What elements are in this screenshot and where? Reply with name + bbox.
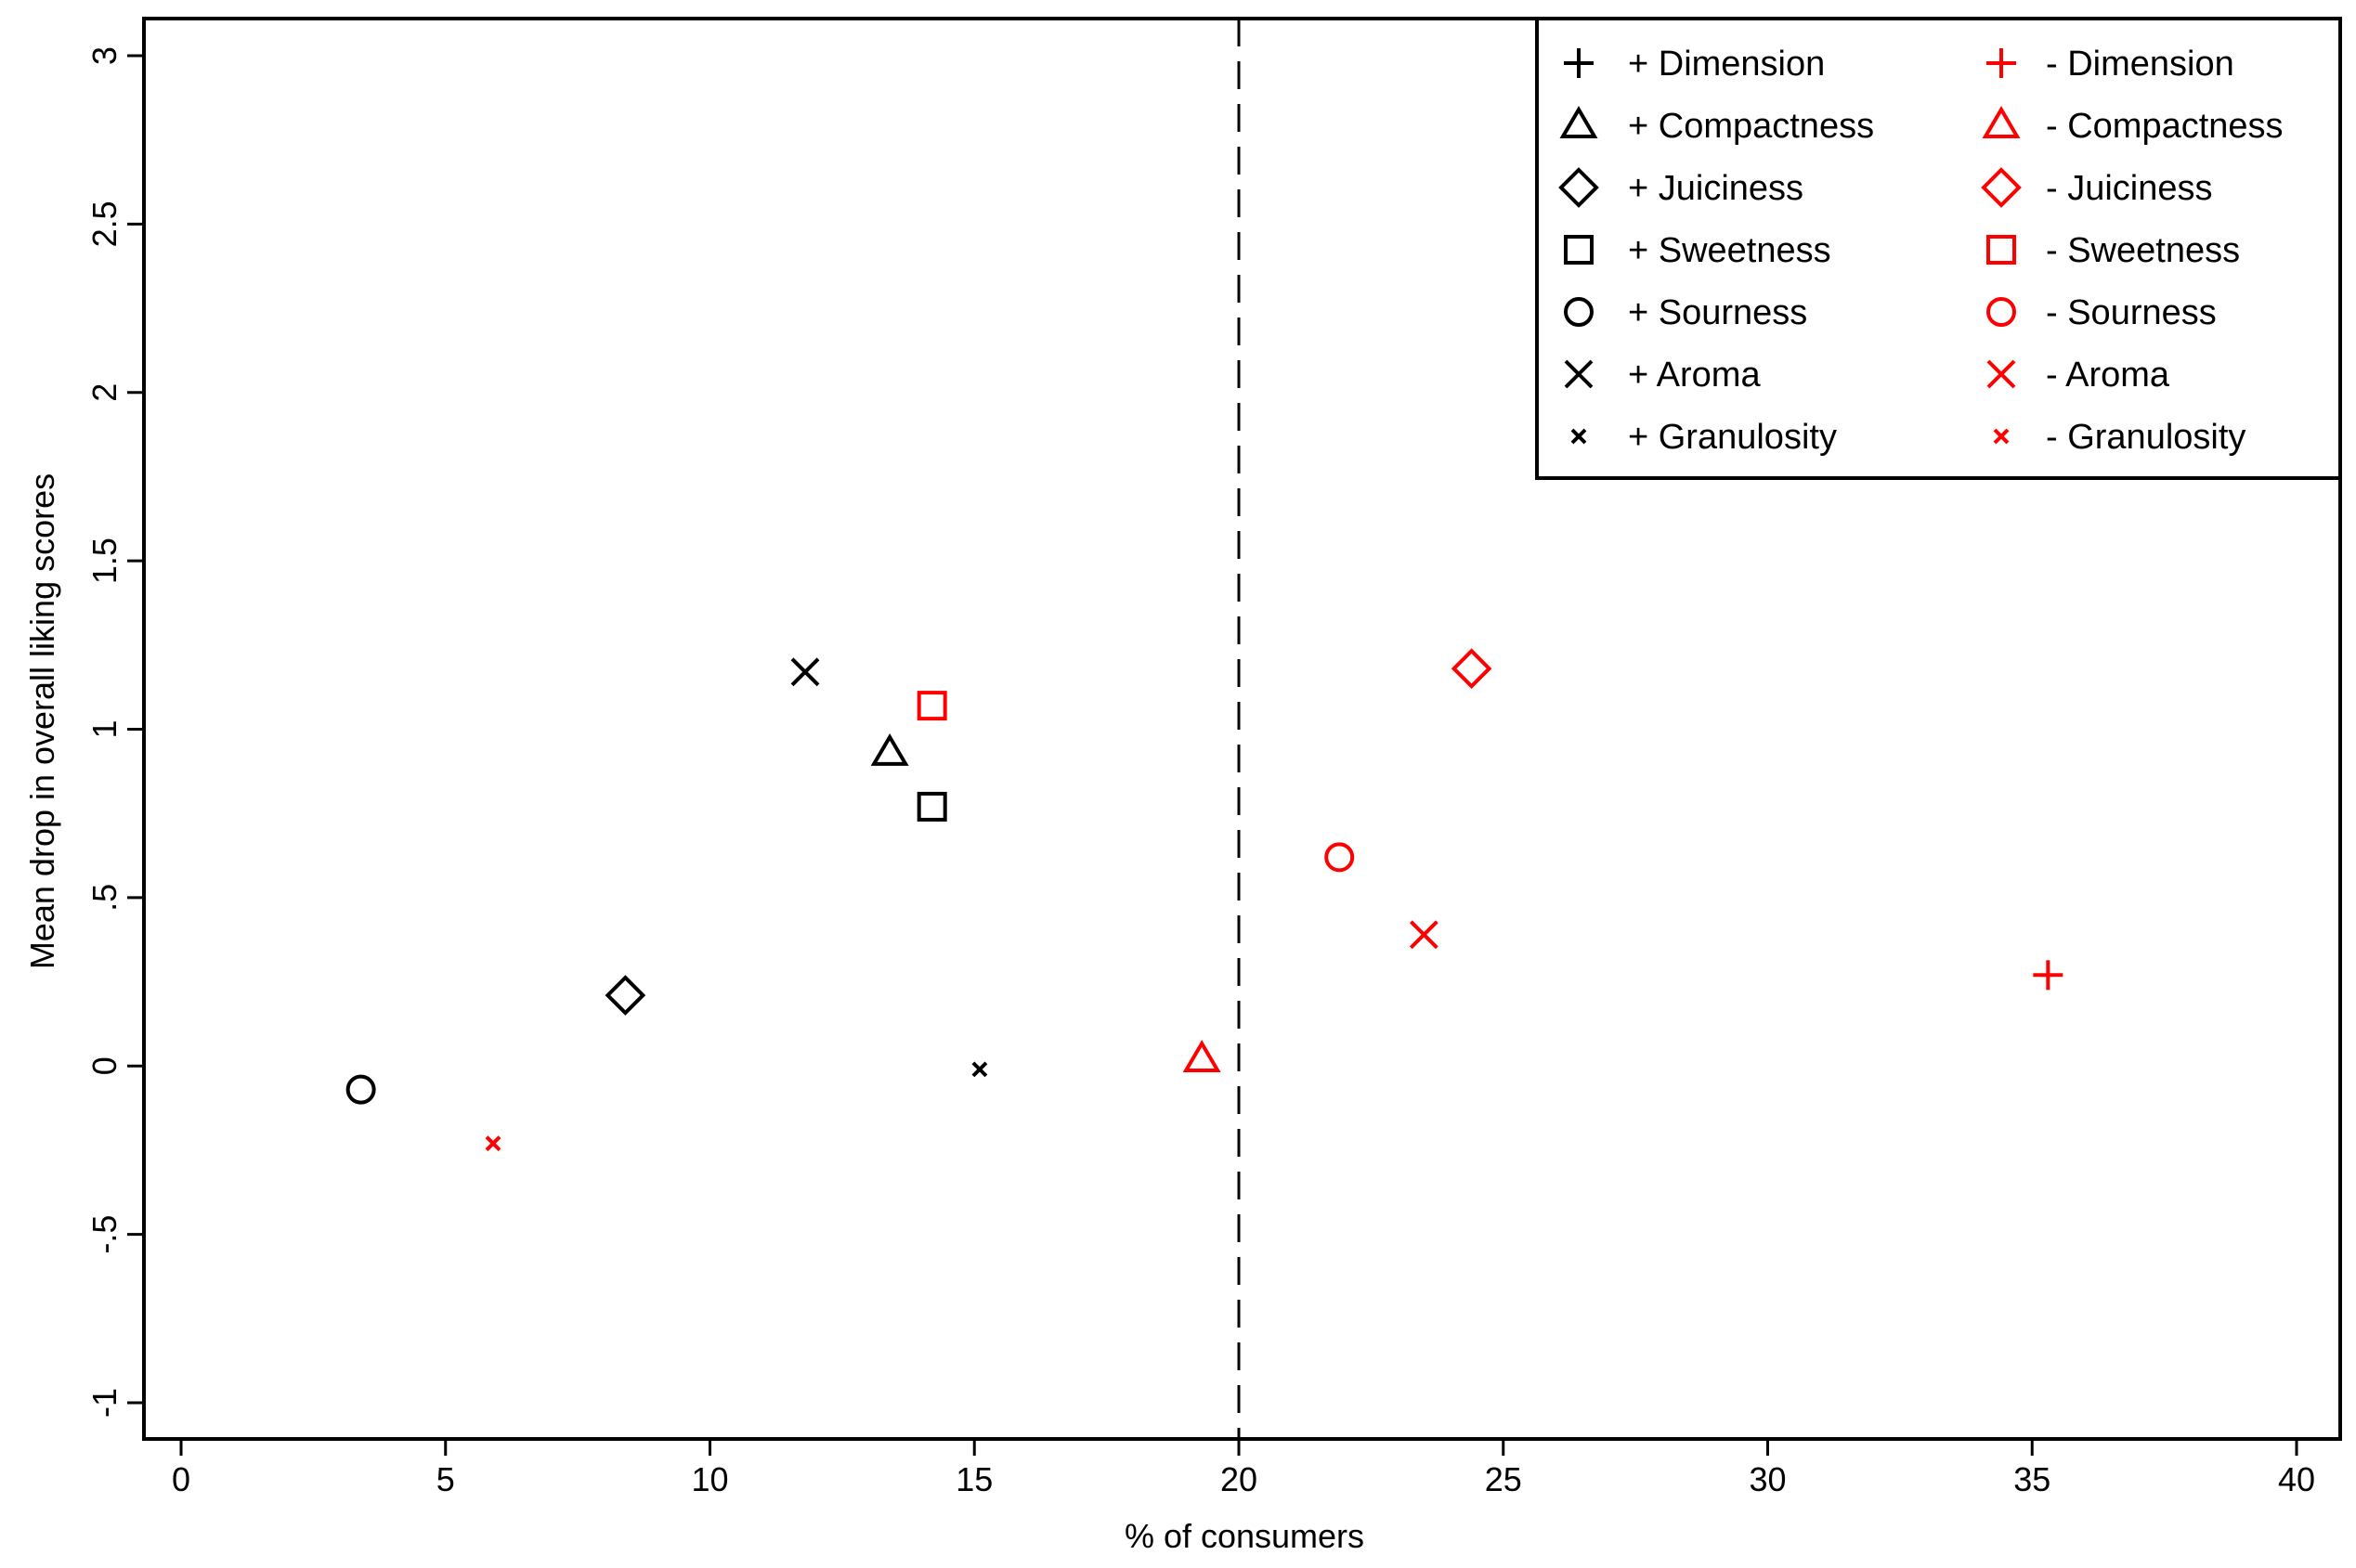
- y-tick-label: 1.5: [85, 538, 124, 584]
- x-stroke-b: [1986, 359, 2016, 389]
- legend: + Dimension + Compactness + Juiciness + Swe…: [1535, 17, 2342, 480]
- legend-marker-minus-sourness: [1986, 297, 2016, 327]
- x-tick-label: 30: [1749, 1460, 1786, 1498]
- point-plus-sourness: [345, 1074, 376, 1105]
- legend-label-minus-sourness: - Sourness: [2046, 293, 2217, 332]
- x-stroke-b: [485, 1135, 501, 1152]
- point-plus-juiciness: [605, 975, 646, 1016]
- point-minus-juiciness: [1451, 648, 1492, 690]
- legend-marker-plus-dimension: [1564, 48, 1594, 78]
- legend-marker-plus-granulosity: [1570, 428, 1587, 445]
- legend-label-plus-dimension: + Dimension: [1628, 45, 1825, 84]
- legend-marker-plus-compactness: [1559, 106, 1598, 138]
- legend-marker-minus-compactness: [1982, 106, 2021, 138]
- point-minus-sourness: [1324, 842, 1355, 873]
- x-stroke-b: [1409, 920, 1438, 950]
- legend-label-plus-compactness: + Compactness: [1628, 107, 1874, 146]
- legend-label-plus-sweetness: + Sweetness: [1628, 231, 1831, 270]
- x-tick-label: 35: [2013, 1460, 2050, 1498]
- legend-marker-plus-juiciness: [1558, 167, 1599, 208]
- axes: 0 5 10 15 20 25 30 35 40 -1 -.5 0 .5 1 1.5 2 2.5 3: [85, 17, 2342, 1498]
- point-plus-granulosity: [971, 1061, 988, 1078]
- x-tick-label: 20: [1220, 1460, 1257, 1498]
- point-minus-compactness: [1182, 1040, 1221, 1072]
- x-stroke-b: [971, 1061, 988, 1078]
- x-tick-label: 10: [691, 1460, 728, 1498]
- x-tick-label: 0: [172, 1460, 190, 1498]
- y-tick-label: 2.5: [85, 201, 124, 247]
- point-plus-sweetness: [917, 791, 947, 822]
- legend-label-plus-sourness: + Sourness: [1628, 293, 1807, 332]
- y-tick-label: -.5: [85, 1215, 124, 1254]
- legend-marker-plus-sourness: [1564, 297, 1594, 327]
- x-stroke-b: [790, 657, 820, 687]
- y-axis-title: Mean drop in overall liking scores: [23, 473, 61, 969]
- legend-label-minus-aroma: - Aroma: [2046, 356, 2170, 395]
- legend-label-minus-dimension: - Dimension: [2046, 45, 2234, 84]
- legend-label-plus-granulosity: + Granulosity: [1628, 418, 1837, 457]
- y-tick-label: .5: [85, 884, 124, 912]
- y-tick-label: 2: [85, 383, 124, 402]
- x-stroke-b: [1993, 428, 2010, 445]
- legend-marker-minus-granulosity: [1993, 428, 2010, 445]
- point-plus-aroma: [790, 657, 820, 687]
- data-points: [345, 648, 2063, 1152]
- y-tick-label: -1: [85, 1388, 124, 1418]
- x-axis-title: % of consumers: [1125, 1517, 1364, 1555]
- x-tick-label: 40: [2278, 1460, 2315, 1498]
- point-plus-compactness: [870, 732, 909, 766]
- legend-box: [1535, 17, 2342, 480]
- x-stroke-b: [1564, 359, 1594, 389]
- x-tick-label: 5: [436, 1460, 455, 1498]
- legend-marker-plus-aroma: [1564, 359, 1594, 389]
- x-tick-label: 15: [956, 1460, 993, 1498]
- legend-marker-minus-dimension: [1986, 48, 2016, 78]
- y-tick-label: 1: [85, 719, 124, 738]
- legend-label-minus-sweetness: - Sweetness: [2046, 231, 2240, 270]
- y-tick-label: 3: [85, 46, 124, 65]
- legend-marker-minus-aroma: [1986, 359, 2016, 389]
- point-minus-granulosity: [485, 1135, 501, 1152]
- legend-label-minus-granulosity: - Granulosity: [2046, 418, 2245, 457]
- legend-marker-minus-sweetness: [1986, 235, 2016, 265]
- point-minus-sweetness: [917, 691, 947, 721]
- legend-marker-plus-sweetness: [1564, 235, 1594, 265]
- legend-label-minus-juiciness: - Juiciness: [2046, 169, 2213, 208]
- point-minus-aroma: [1409, 920, 1438, 950]
- y-tick-label: 0: [85, 1056, 124, 1075]
- legend-label-minus-compactness: - Compactness: [2046, 107, 2284, 146]
- legend-label-plus-aroma: + Aroma: [1628, 356, 1761, 395]
- legend-label-plus-juiciness: + Juiciness: [1628, 169, 1803, 208]
- legend-marker-minus-juiciness: [1981, 167, 2022, 208]
- x-tick-label: 25: [1485, 1460, 1522, 1498]
- x-stroke-b: [1570, 428, 1587, 445]
- point-minus-dimension: [2033, 960, 2063, 991]
